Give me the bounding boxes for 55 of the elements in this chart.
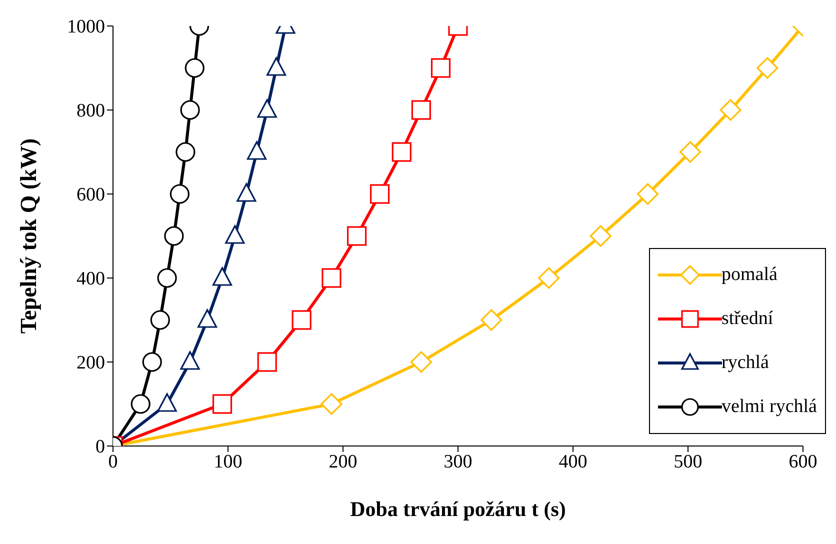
- point: [257, 352, 277, 372]
- y-tick-label: 1000: [67, 16, 105, 38]
- point: [538, 267, 560, 289]
- point: [130, 394, 150, 414]
- x-tick-label: 100: [214, 451, 242, 472]
- y-axis-title: Tepelný tok Q (kW): [16, 138, 42, 334]
- point: [257, 99, 277, 118]
- point: [430, 58, 451, 78]
- point: [590, 225, 612, 247]
- point: [184, 58, 204, 78]
- point: [320, 393, 342, 415]
- point: [212, 394, 232, 414]
- legend-label: velmi rychlá: [722, 396, 817, 418]
- point: [176, 142, 196, 162]
- point: [212, 267, 232, 286]
- point: [164, 226, 184, 246]
- point: [180, 100, 200, 120]
- point: [246, 141, 267, 160]
- y-tick-label: 200: [76, 352, 105, 374]
- point: [347, 226, 367, 246]
- point: [370, 184, 390, 204]
- x-tick-label: 400: [558, 451, 588, 472]
- point: [198, 309, 218, 328]
- x-tick-label: 600: [788, 451, 818, 472]
- point: [411, 100, 431, 120]
- x-tick-label: 500: [674, 451, 702, 472]
- point: [720, 99, 742, 121]
- point: [170, 184, 190, 204]
- point: [180, 351, 200, 370]
- legend-label: pomalá: [722, 264, 778, 286]
- y-tick-label: 400: [76, 268, 105, 290]
- point: [142, 352, 162, 372]
- x-tick-label: 0: [108, 451, 118, 472]
- x-tick-label: 200: [328, 451, 358, 472]
- point: [636, 183, 659, 205]
- point: [410, 351, 432, 373]
- point: [392, 142, 412, 162]
- point: [680, 141, 702, 163]
- point: [480, 309, 502, 331]
- point: [157, 393, 177, 412]
- point: [150, 310, 170, 330]
- legend-label: rychlá: [722, 352, 769, 374]
- point: [266, 57, 286, 76]
- x-axis-title: Doba trvání požáru t (s): [350, 497, 566, 521]
- point: [322, 268, 342, 288]
- point: [236, 183, 256, 202]
- y-tick-label: 0: [96, 436, 105, 458]
- point: [225, 225, 245, 244]
- legend-label: střední: [722, 308, 774, 330]
- y-tick-label: 800: [76, 100, 105, 122]
- x-tick-label: 300: [444, 451, 472, 472]
- y-tick-label: 600: [76, 184, 105, 206]
- point: [157, 268, 177, 288]
- point: [756, 57, 778, 79]
- point: [292, 310, 312, 330]
